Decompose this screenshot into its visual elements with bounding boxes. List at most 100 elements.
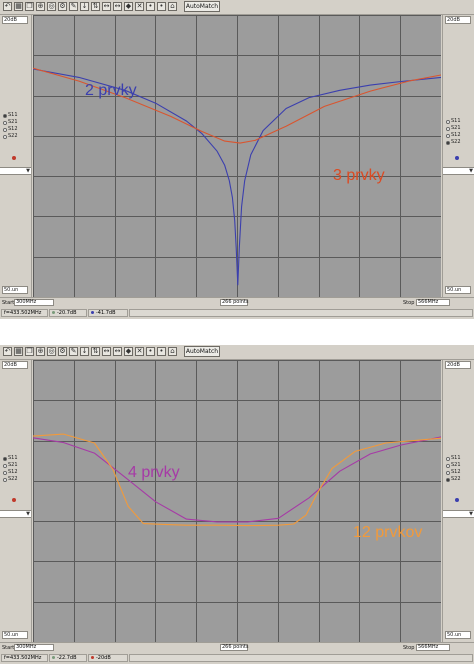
start-frequency-field[interactable]: 300MHz — [14, 644, 54, 651]
radio-dot[interactable] — [3, 134, 7, 139]
tool-icon[interactable]: ✎ — [69, 347, 78, 356]
bottom-scale-field[interactable]: 50.un — [445, 631, 471, 639]
marker-frequency: f=433.502MHz — [1, 309, 48, 317]
radio-dot[interactable] — [446, 463, 450, 468]
bullet-icon[interactable]: • — [157, 347, 166, 356]
radio-dot[interactable] — [446, 119, 450, 124]
radio-s21[interactable]: S21 — [3, 462, 18, 469]
tool-icon[interactable]: ✎ — [69, 2, 78, 11]
marker-icon[interactable]: ◆ — [124, 2, 133, 11]
left-right-icon[interactable]: ↔ — [113, 347, 122, 356]
bullet-icon[interactable]: • — [146, 2, 155, 11]
grid-icon[interactable]: ▦ — [14, 347, 23, 356]
radio-dot[interactable] — [3, 120, 7, 125]
radio-s11[interactable]: S11 — [3, 112, 18, 119]
right-trace-dropdown[interactable]: ▼ — [443, 510, 474, 518]
radio-dot[interactable] — [3, 127, 7, 132]
radio-dot[interactable] — [446, 470, 450, 475]
start-frequency-field[interactable]: 300MHz — [14, 299, 54, 306]
down-arrow-icon[interactable]: ↓ — [80, 347, 89, 356]
settings-icon[interactable]: ⚙ — [58, 2, 67, 11]
sweep-row: Start 300MHz 266 points Stop 566MHz — [0, 643, 474, 653]
radio-dot[interactable] — [446, 477, 450, 482]
undo-icon[interactable]: ↶ — [3, 2, 12, 11]
s22-dot-icon — [91, 656, 94, 659]
radio-dot[interactable] — [3, 113, 7, 118]
radio-s22[interactable]: S22 — [446, 139, 461, 146]
radio-s22[interactable]: S22 — [3, 133, 18, 140]
left-parameter-radios: S11 S21 S12 S22 — [3, 455, 18, 483]
top-scale-field[interactable]: 20dB — [2, 16, 28, 24]
radio-s12[interactable]: S12 — [3, 469, 18, 476]
left-trace-dropdown[interactable]: ▼ — [0, 510, 31, 518]
radio-label: S22 — [8, 133, 18, 139]
tag-icon[interactable]: ⌂ — [168, 347, 177, 356]
radio-dot[interactable] — [446, 126, 450, 131]
network-analyzer-window-bottom: ↶ ▦ ❐ ⊕ ◎ ⚙ ✎ ↓ ⇅ ↔ ↔ ◆ ✕ • • ⌂ AutoMatch 20dB S11 S21 … — [0, 345, 474, 664]
radio-s12[interactable]: S12 — [3, 126, 18, 133]
tag-icon[interactable]: ⌂ — [168, 2, 177, 11]
copy-icon[interactable]: ❐ — [25, 2, 34, 11]
s11-dot-icon — [52, 311, 55, 314]
series-annotation-label: 2 prvky — [85, 82, 137, 99]
points-field[interactable]: 266 points — [220, 644, 249, 651]
radio-dot[interactable] — [446, 456, 450, 461]
automatch-button[interactable]: AutoMatch — [184, 346, 220, 357]
left-trace-dropdown[interactable]: ▼ — [0, 167, 31, 175]
radio-dot[interactable] — [446, 133, 450, 138]
radio-dot[interactable] — [3, 477, 7, 482]
radio-s21[interactable]: S21 — [446, 125, 461, 132]
points-field[interactable]: 266 points — [220, 299, 249, 306]
down-arrow-icon[interactable]: ↓ — [80, 2, 89, 11]
radio-s22[interactable]: S22 — [3, 476, 18, 483]
chevron-down-icon: ▼ — [26, 168, 30, 174]
s-parameter-plot[interactable]: 2 prvky 3 prvky — [33, 15, 441, 297]
settings-icon[interactable]: ⚙ — [58, 347, 67, 356]
radio-s11[interactable]: S11 — [446, 118, 461, 125]
zoom-icon[interactable]: ⊕ — [36, 347, 45, 356]
radio-s12[interactable]: S12 — [446, 469, 461, 476]
radio-dot[interactable] — [3, 470, 7, 475]
radio-label: S22 — [8, 476, 18, 482]
top-scale-field[interactable]: 20dB — [2, 361, 28, 369]
left-right-icon[interactable]: ↔ — [102, 2, 111, 11]
radio-s21[interactable]: S21 — [446, 462, 461, 469]
bottom-scale-field[interactable]: 50.un — [445, 286, 471, 294]
stop-frequency-field[interactable]: 566MHz — [416, 644, 450, 651]
radio-dot[interactable] — [446, 140, 450, 145]
top-scale-field[interactable]: 20dB — [445, 361, 471, 369]
circle-icon[interactable]: ◎ — [47, 2, 56, 11]
radio-s22[interactable]: S22 — [446, 476, 461, 483]
delete-icon[interactable]: ✕ — [135, 2, 144, 11]
bottom-scale-field[interactable]: 50.un — [2, 286, 28, 294]
copy-icon[interactable]: ❐ — [25, 347, 34, 356]
undo-icon[interactable]: ↶ — [3, 347, 12, 356]
radio-s11[interactable]: S11 — [3, 455, 18, 462]
bottom-bar: Start 300MHz 266 points Stop 566MHz f=43… — [0, 297, 474, 319]
left-right-icon[interactable]: ↔ — [113, 2, 122, 11]
radio-label: S11 — [8, 112, 18, 118]
s-parameter-plot[interactable]: 4 prvky 12 prvkov — [33, 360, 441, 642]
right-trace-dropdown[interactable]: ▼ — [443, 167, 474, 175]
stop-frequency-field[interactable]: 566MHz — [416, 299, 450, 306]
flip-icon[interactable]: ⇅ — [91, 2, 100, 11]
left-right-icon[interactable]: ↔ — [102, 347, 111, 356]
flip-icon[interactable]: ⇅ — [91, 347, 100, 356]
radio-dot[interactable] — [3, 456, 7, 461]
bullet-icon[interactable]: • — [157, 2, 166, 11]
radio-s12[interactable]: S12 — [446, 132, 461, 139]
radio-dot[interactable] — [3, 463, 7, 468]
circle-icon[interactable]: ◎ — [47, 347, 56, 356]
status-bar: f=433.502MHz -20.7dB -41.7dB — [0, 308, 474, 318]
s11-dot-icon — [52, 656, 55, 659]
top-scale-field[interactable]: 20dB — [445, 16, 471, 24]
zoom-icon[interactable]: ⊕ — [36, 2, 45, 11]
bottom-scale-field[interactable]: 50.un — [2, 631, 28, 639]
delete-icon[interactable]: ✕ — [135, 347, 144, 356]
automatch-button[interactable]: AutoMatch — [184, 1, 220, 12]
grid-icon[interactable]: ▦ — [14, 2, 23, 11]
bullet-icon[interactable]: • — [146, 347, 155, 356]
radio-s11[interactable]: S11 — [446, 455, 461, 462]
marker-icon[interactable]: ◆ — [124, 347, 133, 356]
radio-s21[interactable]: S21 — [3, 119, 18, 126]
